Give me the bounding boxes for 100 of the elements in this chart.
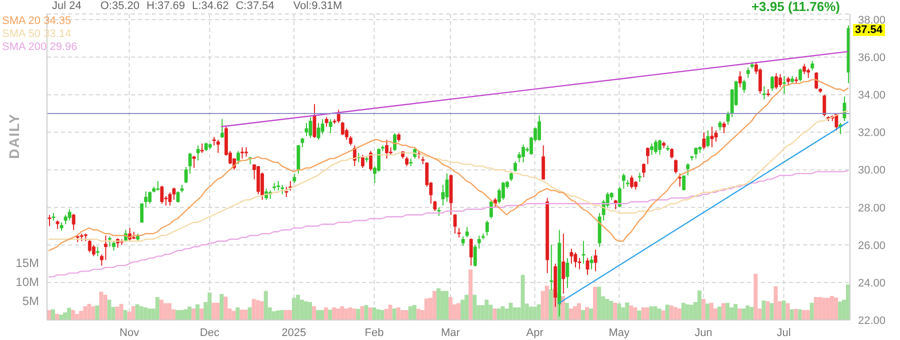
bar	[701, 298, 706, 320]
bar	[580, 310, 585, 320]
annotation: 37.54	[853, 24, 885, 36]
candlestick	[369, 150, 372, 172]
bar	[802, 310, 806, 320]
candlestick	[702, 132, 706, 150]
bar	[167, 303, 172, 320]
candlestick	[200, 143, 204, 154]
bar	[119, 304, 124, 320]
candlestick	[566, 258, 570, 289]
bar	[316, 310, 320, 320]
bar	[798, 309, 802, 320]
candlestick	[360, 154, 364, 168]
candlestick	[682, 174, 686, 191]
y-tick-label: 30.00	[858, 164, 886, 177]
bar	[296, 294, 300, 320]
bar	[653, 306, 658, 320]
bar	[838, 302, 842, 320]
candlestick	[156, 180, 160, 191]
bar	[320, 310, 324, 320]
bar	[665, 304, 670, 320]
bar	[589, 308, 594, 320]
bar	[677, 308, 682, 320]
candlestick	[842, 96, 846, 122]
candlestick	[802, 63, 806, 75]
bar	[649, 306, 654, 320]
bar	[396, 307, 400, 320]
bar	[697, 290, 702, 320]
bar	[532, 306, 537, 320]
bar	[424, 298, 428, 320]
candlestick	[638, 172, 642, 183]
bar	[248, 307, 252, 320]
x-tick-label: May	[608, 326, 630, 339]
bar	[718, 306, 722, 320]
bar	[51, 309, 56, 320]
candlestick	[774, 72, 778, 90]
x-tick-label: Feb	[364, 326, 384, 339]
candlestick	[461, 236, 465, 246]
candlestick	[276, 180, 280, 191]
bar	[669, 305, 674, 320]
bar	[568, 308, 573, 320]
bar	[746, 305, 750, 320]
bar	[464, 294, 469, 320]
bar	[673, 306, 678, 320]
bar	[131, 306, 136, 320]
bar	[794, 308, 798, 320]
candlestick	[72, 213, 76, 230]
candlestick	[758, 68, 762, 94]
bar	[55, 314, 60, 320]
bar	[240, 310, 244, 320]
bar	[544, 286, 549, 320]
bar	[472, 294, 477, 320]
candlestick	[510, 171, 513, 182]
bar	[790, 309, 794, 320]
bar	[814, 297, 818, 320]
bar	[408, 306, 412, 320]
bar	[806, 310, 810, 320]
bar	[91, 306, 96, 320]
bar	[730, 307, 734, 320]
text: C:37.54	[236, 0, 274, 12]
candlestick	[48, 214, 52, 227]
text: L:34.62	[192, 0, 229, 12]
candlestick	[92, 244, 96, 257]
bar	[344, 308, 348, 320]
candlestick	[542, 144, 546, 180]
bar	[484, 300, 489, 320]
bar	[492, 308, 497, 320]
bar	[404, 310, 408, 320]
bar	[742, 308, 746, 320]
bar	[284, 310, 288, 320]
candlestick	[240, 146, 244, 160]
candlestick	[192, 155, 196, 168]
bar	[810, 302, 814, 320]
candlestick	[738, 70, 742, 88]
candlestick	[493, 197, 497, 208]
candlestick	[144, 190, 148, 208]
bar	[560, 296, 565, 320]
bar	[115, 306, 120, 320]
bar	[597, 286, 602, 320]
bar	[609, 300, 614, 320]
candlestick	[650, 143, 654, 156]
candlestick	[140, 203, 144, 223]
bar	[123, 310, 128, 320]
x-tick-label: 2025	[282, 326, 306, 339]
bar	[304, 301, 308, 320]
bar	[641, 307, 646, 320]
y2-tick-label: 10M	[16, 275, 40, 290]
bar	[368, 307, 372, 320]
candlestick	[280, 184, 284, 195]
bar	[400, 310, 404, 320]
x-tick-label: Nov	[120, 326, 140, 339]
candlestick	[646, 146, 650, 165]
bar	[536, 304, 541, 320]
candlestick	[654, 139, 658, 154]
bar	[264, 290, 268, 320]
bar	[774, 286, 778, 320]
bar	[392, 308, 396, 320]
bar	[95, 305, 100, 320]
candlestick	[104, 235, 108, 260]
candlestick	[574, 252, 578, 268]
